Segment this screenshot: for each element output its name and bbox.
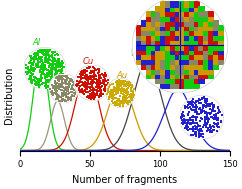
Text: Ideal: Ideal xyxy=(130,49,151,58)
Text: Au: Au xyxy=(117,71,128,80)
Text: Cr: Cr xyxy=(185,107,194,116)
X-axis label: Number of fragments: Number of fragments xyxy=(72,175,177,185)
Text: Cu: Cu xyxy=(83,57,94,66)
Text: Ni: Ni xyxy=(57,90,66,99)
Text: Al: Al xyxy=(32,39,41,47)
Y-axis label: Distribution: Distribution xyxy=(4,66,14,124)
